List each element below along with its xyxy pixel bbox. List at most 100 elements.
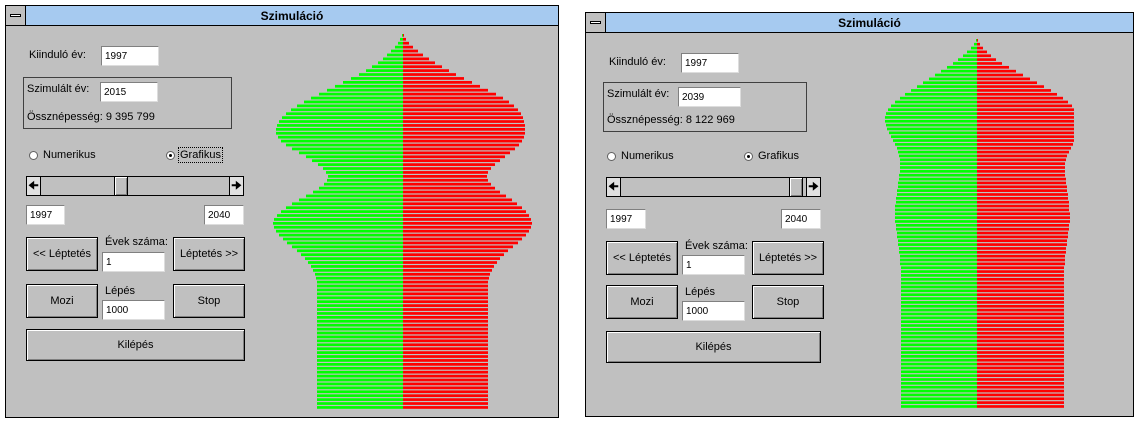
pyramid-bar-right [403,370,488,374]
pyramid-bar-left [896,200,977,204]
pyramid-bar-left [311,96,403,100]
numeric-radio-label[interactable]: Numerikus [43,149,96,161]
pyramid-bar-left [901,316,977,320]
pyramid-bar-right [977,358,1064,362]
pyramid-bar-left [313,190,403,194]
pyramid-bar-right [403,288,488,292]
pyramid-bar-right [977,123,1074,127]
graphic-radio-label[interactable]: Grafikus [758,150,799,162]
pyramid-bar-right [403,96,503,100]
pyramid-bar-left [900,258,977,262]
stop-button[interactable]: Stop [752,285,824,319]
pyramid-bar-left [317,394,403,398]
pyramid-bar-left [279,233,403,237]
year-slider[interactable]: 🠈 🠊 [606,177,821,197]
exit-button[interactable]: Kilépés [606,331,821,363]
range-min-field[interactable]: 1997 [26,205,65,225]
pyramid-bar-right [403,175,487,178]
pyramid-bar-left [901,397,977,401]
simulated-year-field[interactable]: 2015 [100,82,158,102]
graphic-radio[interactable] [166,151,175,160]
step-back-button[interactable]: << Léptetés [606,241,678,275]
pyramid-bar-right [977,405,1064,408]
pyramid-bar-right [977,320,1064,324]
step-size-field[interactable]: 1000 [682,301,745,321]
years-count-field[interactable]: 1 [682,255,745,275]
pyramid-bar-left [297,104,403,108]
slider-right-arrow-icon[interactable]: 🠊 [229,177,243,195]
step-forward-button[interactable]: Léptetés >> [752,241,824,275]
step-size-field[interactable]: 1000 [102,300,165,320]
pyramid-bar-left [304,100,403,104]
pyramid-bar-right [403,124,525,127]
pyramid-bar-right [977,69,1016,73]
pyramid-bar-left [896,197,977,200]
stop-button[interactable]: Stop [173,284,245,318]
pyramid-bar-left [901,366,977,370]
numeric-radio[interactable] [607,152,616,161]
range-max-field[interactable]: 2040 [204,205,244,225]
pyramid-bar-left [901,270,977,273]
pyramid-bar-right [403,37,406,41]
years-count-field[interactable]: 1 [102,252,165,272]
pyramid-bar-left [935,73,977,77]
pyramid-bar-right [403,225,531,229]
pyramid-bar-left [895,100,977,104]
step-forward-button[interactable]: Léptetés >> [173,237,245,271]
slider-left-arrow-icon[interactable]: 🠈 [607,178,621,196]
title-bar: Szimuláció [6,6,558,26]
pyramid-bar-right [977,150,1069,154]
pyramid-bar-left [899,177,977,181]
slider-thumb[interactable] [789,178,803,196]
pyramid-bar-right [977,181,1066,185]
pyramid-bar-left [901,304,977,308]
pyramid-bar-right [977,362,1064,366]
pyramid-bar-right [403,210,526,213]
movie-button[interactable]: Mozi [606,285,678,319]
system-menu-button[interactable] [6,6,26,25]
pyramid-bar-left [900,96,977,100]
start-year-field[interactable]: 1997 [681,53,739,73]
pyramid-bar-right [977,374,1064,377]
pyramid-bar-right [977,89,1051,92]
pyramid-bar-left [276,128,403,131]
simulated-year-field[interactable]: 2039 [678,87,741,107]
pyramid-bar-left [317,292,403,296]
slider-right-arrow-icon[interactable]: 🠊 [806,178,820,196]
pyramid-bar-right [403,151,510,155]
simulated-year-label: Szimulált év: [27,83,90,95]
pyramid-bar-right [403,155,505,159]
numeric-radio-label[interactable]: Numerikus [621,150,674,162]
exit-button[interactable]: Kilépés [26,329,245,361]
pyramid-bar-left [901,301,977,304]
step-back-button[interactable]: << Léptetés [26,237,98,271]
pyramid-bar-right [977,158,1066,162]
system-menu-button[interactable] [586,13,606,32]
pyramid-bar-right [403,69,449,72]
numeric-radio[interactable] [29,151,38,160]
pyramid-bar-right [977,254,1065,258]
pyramid-bar-left [306,155,403,159]
range-max-field[interactable]: 2040 [781,209,821,229]
pyramid-bar-right [977,85,1044,88]
graphic-radio[interactable] [744,152,753,161]
pyramid-bar-right [977,304,1064,308]
pyramid-bar-left [317,366,403,370]
pyramid-bar-left [901,374,977,377]
pyramid-bar-right [403,135,524,139]
pyramid-bar-left [898,181,977,185]
slider-left-arrow-icon[interactable]: 🠈 [27,177,41,195]
pyramid-bar-right [403,257,500,260]
range-min-field[interactable]: 1997 [606,209,646,229]
graphic-radio-label[interactable]: Grafikus [178,147,223,163]
year-slider[interactable]: 🠈 🠊 [26,176,244,196]
start-year-field[interactable]: 1997 [101,46,159,66]
pyramid-bar-right [977,204,1069,208]
slider-thumb[interactable] [114,177,128,195]
pyramid-bar-left [901,277,977,281]
pyramid-bar-right [403,163,495,166]
pyramid-bar-right [977,193,1068,196]
pyramid-bar-left [317,304,403,307]
pyramid-bar-right [977,235,1068,239]
movie-button[interactable]: Mozi [26,284,98,318]
